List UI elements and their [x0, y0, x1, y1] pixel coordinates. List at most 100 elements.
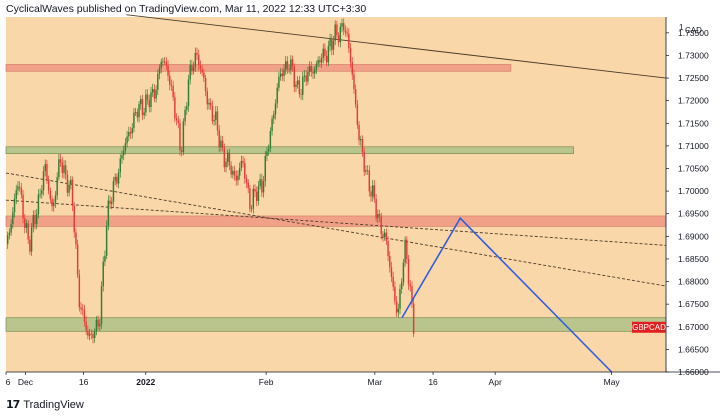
- candle-body: [271, 118, 273, 132]
- candle-body: [296, 80, 299, 85]
- candle-body: [78, 274, 81, 308]
- candle-body: [334, 24, 336, 41]
- candle-body: [95, 319, 98, 332]
- candle-body: [365, 170, 367, 172]
- currency-label: CAD: [685, 26, 702, 35]
- candle-body: [307, 72, 309, 82]
- candle-body: [198, 54, 200, 66]
- candle-body: [215, 111, 217, 120]
- candle-body: [111, 201, 113, 204]
- candle-body: [319, 60, 321, 63]
- candle-body: [129, 132, 132, 134]
- candle-body: [122, 150, 125, 156]
- candle-body: [83, 310, 86, 322]
- price-zone-resistance: [5, 215, 667, 227]
- candle-body: [180, 150, 183, 152]
- candle-body: [400, 282, 403, 290]
- candle-body: [35, 214, 38, 225]
- candle-body: [250, 208, 253, 210]
- candle-body: [325, 55, 328, 63]
- candle-body: [18, 186, 21, 188]
- time-tick-label: 16: [79, 377, 89, 387]
- candle-body: [153, 89, 156, 99]
- symbol-label: GBPCAD: [632, 323, 666, 332]
- candle-body: [126, 136, 128, 144]
- candle-body: [329, 39, 331, 47]
- candle-body: [411, 286, 413, 304]
- candle-body: [30, 227, 33, 252]
- trendlines-layer: [5, 14, 667, 287]
- candle-body: [387, 240, 389, 257]
- candle-body: [131, 128, 133, 134]
- publication-header: CyclicalWaves published on TradingView.c…: [6, 3, 367, 15]
- candle-body: [141, 99, 144, 116]
- candle-body: [15, 190, 17, 199]
- candle-body: [162, 61, 164, 63]
- candle-body: [370, 191, 372, 197]
- candle-body: [291, 59, 294, 67]
- candle-body: [107, 200, 110, 226]
- candle-body: [305, 75, 307, 82]
- candle-body: [244, 162, 246, 179]
- candle-body: [295, 84, 297, 88]
- time-tick-label: 6: [6, 377, 11, 387]
- candle-body: [308, 66, 311, 73]
- candle-body: [262, 181, 265, 193]
- price-series: [6, 18, 415, 344]
- candle-body: [155, 89, 157, 99]
- candle-body: [34, 215, 36, 225]
- candle-body: [281, 73, 284, 77]
- candle-body: [368, 170, 371, 192]
- time-tick-label: Apr: [489, 377, 502, 387]
- candle-body: [278, 76, 280, 88]
- candle-body: [245, 178, 248, 183]
- candle-body: [39, 194, 41, 195]
- price-zone-mid-support: [5, 146, 574, 154]
- candle-body: [196, 52, 198, 55]
- candle-body: [383, 232, 386, 238]
- candle-body: [64, 165, 67, 175]
- candle-body: [261, 179, 263, 193]
- candle-body: [363, 151, 365, 172]
- symbol-badge: GBPCAD: [632, 321, 666, 333]
- candle-body: [223, 147, 226, 168]
- price-tick-label: 1.72500: [678, 73, 709, 83]
- candle-body: [201, 69, 203, 73]
- candle-body: [90, 333, 93, 335]
- candle-body: [20, 187, 23, 195]
- candle-body: [172, 86, 174, 98]
- candle-body: [238, 167, 241, 176]
- candle-body: [273, 114, 275, 119]
- price-tick-label: 1.73500: [678, 28, 709, 38]
- candle-body: [208, 102, 210, 105]
- candle-body: [342, 23, 345, 31]
- candle-body: [189, 64, 191, 80]
- candle-body: [151, 89, 154, 93]
- candle-body: [25, 223, 28, 228]
- candle-body: [41, 190, 43, 195]
- candle-body: [71, 179, 74, 206]
- candle-body: [163, 61, 166, 63]
- candle-body: [124, 143, 127, 151]
- price-zone-resistance: [5, 64, 512, 72]
- candle-body: [24, 218, 26, 228]
- candle-body: [288, 69, 290, 71]
- candle-body: [27, 223, 29, 240]
- price-tick-label: 1.68500: [678, 254, 709, 264]
- candle-body: [360, 138, 362, 141]
- candle-body: [80, 307, 82, 310]
- candle-body: [366, 170, 369, 171]
- candle-body: [390, 267, 393, 277]
- candle-body: [353, 74, 355, 90]
- candle-body: [317, 60, 319, 64]
- candle-body: [407, 259, 410, 285]
- price-tick-label: 1.70000: [678, 186, 709, 196]
- candle-body: [312, 71, 314, 74]
- candle-body: [394, 286, 396, 302]
- price-tick-label: 1.66000: [678, 367, 709, 377]
- candle-body: [298, 80, 301, 94]
- candle-body: [237, 175, 239, 181]
- candle-body: [116, 176, 118, 184]
- price-tick-label: 1.70500: [678, 163, 709, 173]
- candle-body: [264, 156, 266, 182]
